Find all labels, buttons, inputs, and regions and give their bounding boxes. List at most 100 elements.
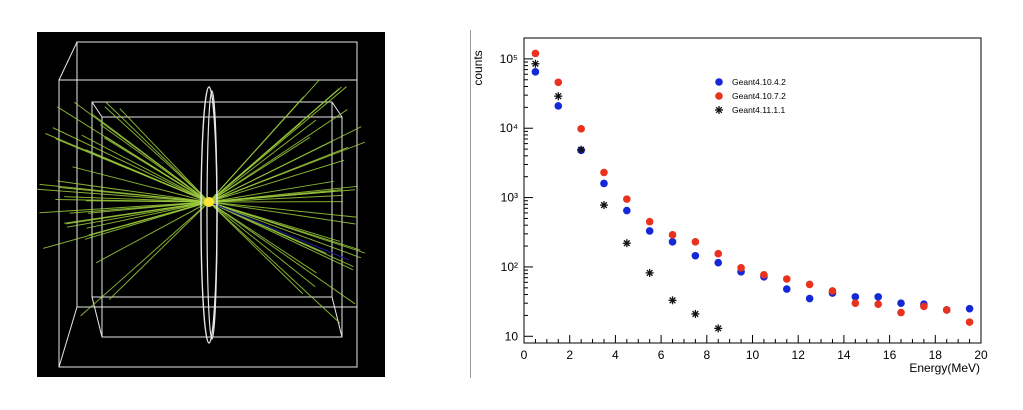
particle-track: [208, 201, 356, 305]
data-points: [531, 49, 974, 333]
data-point: [691, 251, 700, 260]
legend-marker: [715, 106, 723, 114]
data-point: [531, 68, 540, 76]
x-tick-label: 18: [929, 348, 943, 362]
data-point: [965, 304, 974, 313]
data-point: [805, 280, 814, 289]
particle-track: [45, 133, 210, 203]
particle-track: [208, 180, 334, 203]
particle-track: [119, 108, 210, 203]
data-point: [645, 227, 654, 235]
data-point: [965, 318, 974, 326]
data-point: [714, 324, 723, 333]
data-point: [874, 293, 882, 301]
data-point: [622, 239, 631, 248]
particle-track: [88, 201, 210, 214]
x-tick-label: 14: [837, 348, 851, 362]
particle-track: [208, 109, 348, 203]
particle-track: [208, 185, 358, 203]
x-tick-label: 6: [658, 348, 665, 362]
y-tick-label: 10³: [501, 191, 518, 205]
particle-track: [208, 201, 316, 288]
particle-track: [208, 119, 317, 203]
inner-box-front: [101, 116, 343, 338]
legend-label: Geant4.10.7.2: [732, 91, 786, 101]
interaction-vertex: [204, 197, 214, 207]
x-tick-label: 0: [521, 348, 528, 362]
axes: 0 2 4 6 8 10 12 14 16 18 20 10 10² 10³ 10⁴ 10⁵: [499, 37, 988, 362]
x-tick-label: 20: [974, 348, 988, 362]
y-axis-label: counts: [471, 50, 485, 85]
data-point: [645, 268, 654, 277]
series-2: [531, 59, 723, 333]
particle-track: [64, 201, 210, 224]
energy-spectrum-plot: counts Energy(MeV) 0 2 4 6 8 10 12 14 16 18 20 10 10…: [470, 24, 1010, 389]
particle-track: [208, 159, 345, 203]
x-tick-label: 12: [792, 348, 806, 362]
y-tick-label: 10⁴: [499, 121, 518, 135]
x-tick-label: 10: [746, 348, 760, 362]
particle-track: [64, 196, 210, 203]
particle-track: [208, 122, 302, 203]
particle-track: [74, 101, 210, 203]
data-point: [600, 168, 608, 177]
data-point: [805, 294, 814, 303]
data-point: [668, 231, 677, 239]
y-tick-label: 10⁵: [500, 52, 518, 66]
data-point: [623, 195, 631, 203]
particle-track: [39, 183, 210, 203]
particle-track: [208, 201, 304, 295]
x-tick-label: 8: [703, 348, 710, 362]
data-point: [714, 258, 723, 267]
particle-track: [80, 201, 210, 317]
data-point: [531, 59, 540, 68]
frame-edge: [91, 296, 103, 338]
data-point: [828, 287, 837, 295]
particle-track: [208, 201, 354, 271]
data-point: [554, 92, 563, 101]
legend-label: Geant4.11.1.1: [732, 105, 786, 115]
particle-track: [86, 201, 210, 229]
particle-track: [39, 201, 210, 214]
data-point: [897, 299, 905, 307]
legend-marker: [715, 78, 723, 86]
data-point: [668, 238, 677, 246]
particle-track: [67, 201, 210, 228]
particle-track: [208, 136, 311, 203]
data-point: [645, 217, 654, 226]
particle-track: [208, 201, 366, 254]
particle-track: [208, 201, 356, 225]
data-point: [737, 264, 745, 272]
y-tick-label: 10²: [501, 260, 518, 274]
particle-track: [208, 140, 333, 203]
y-tick-label: 10: [505, 329, 519, 343]
data-point: [851, 293, 860, 301]
particle-track: [208, 78, 321, 203]
source-ring-inner: [206, 90, 218, 340]
data-point: [874, 300, 882, 309]
data-point: [577, 145, 586, 154]
particle-track: [104, 100, 210, 203]
data-point: [691, 238, 700, 246]
series-1: [531, 49, 974, 326]
particle-track: [208, 201, 341, 324]
data-point: [714, 249, 723, 258]
outer-box-front: [58, 79, 358, 368]
x-tick-label: 16: [883, 348, 897, 362]
particle-track: [37, 188, 210, 203]
frame-edge: [331, 296, 343, 338]
frame-edge: [58, 306, 78, 368]
particle-track: [208, 201, 354, 268]
legend-marker: [715, 92, 723, 100]
secondary-track: [208, 201, 350, 261]
data-point: [577, 125, 585, 133]
frame-edge: [58, 41, 78, 81]
x-axis-label: Energy(MeV): [909, 361, 980, 375]
data-point: [691, 309, 700, 318]
chart-svg: counts Energy(MeV) 0 2 4 6 8 10 12 14 16 18 20 10 10…: [471, 37, 988, 375]
particle-track: [57, 180, 210, 203]
particle-track: [208, 201, 358, 218]
data-point: [897, 308, 905, 317]
data-point: [623, 206, 631, 215]
particle-track: [208, 201, 362, 259]
